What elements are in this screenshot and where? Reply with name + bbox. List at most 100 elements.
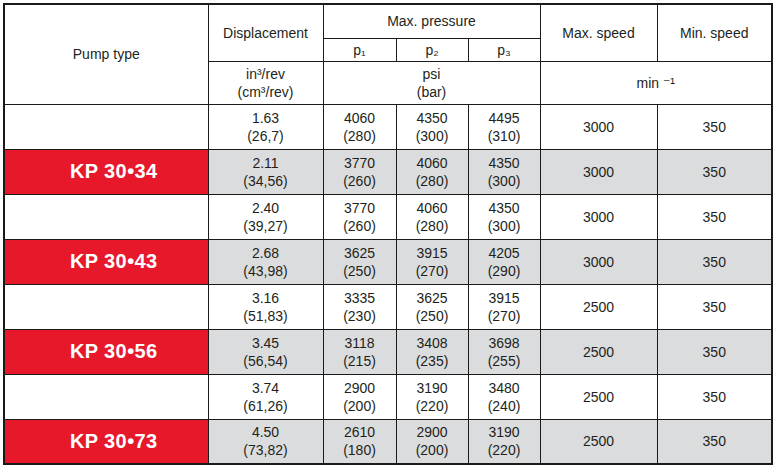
p2-bar-value: (250)	[397, 307, 468, 325]
p1-cell: 3625 (250)	[323, 239, 396, 284]
p1-cell: 2900 (200)	[323, 374, 396, 419]
pump-type-label: KP 30•34	[5, 160, 208, 183]
max-speed-value: 2500	[541, 388, 657, 406]
pump-type-label: KP 30•51	[5, 295, 208, 318]
min-speed-value: 350	[658, 298, 772, 316]
max-speed-cell: 2500	[540, 419, 657, 464]
header-max-speed: Max. speed	[540, 4, 657, 61]
max-speed-cell: 2500	[540, 374, 657, 419]
pump-type-cell: KP 30•56	[4, 329, 208, 374]
p1-bar-value: (180)	[324, 441, 396, 459]
p1-bar-value: (260)	[324, 217, 396, 235]
p2-cell: 4060 (280)	[396, 149, 468, 194]
table-header: Pump type Displacement Max. pressure Max…	[4, 4, 772, 104]
p2-cell: 4350 (300)	[396, 104, 468, 149]
table-row: KP 30•38 2.40 (39,27) 3770 (260) 4060 (2…	[4, 194, 772, 239]
p3-bar-value: (300)	[469, 217, 540, 235]
p1-psi-value: 3625	[324, 244, 396, 262]
p3-psi-value: 4350	[469, 154, 540, 172]
unit-pressure-bar: (bar)	[324, 83, 540, 101]
p3-psi-value: 3480	[469, 379, 540, 397]
p3-psi-value: 3698	[469, 334, 540, 352]
p2-psi-value: 3625	[397, 289, 468, 307]
p2-psi-value: 3408	[397, 334, 468, 352]
pump-type-cell: KP 30•27	[4, 104, 208, 149]
min-speed-value: 350	[658, 388, 772, 406]
p1-cell: 3770 (260)	[323, 149, 396, 194]
p1-cell: 3770 (260)	[323, 194, 396, 239]
max-speed-value: 2500	[541, 298, 657, 316]
p2-bar-value: (235)	[397, 352, 468, 370]
p2-cell: 3408 (235)	[396, 329, 468, 374]
unit-pressure-psi: psi	[324, 65, 540, 83]
displacement-cm3-value: (26,7)	[209, 127, 323, 145]
displacement-cell: 2.11 (34,56)	[208, 149, 323, 194]
min-speed-cell: 350	[657, 104, 772, 149]
pump-type-cell: KP 30•34	[4, 149, 208, 194]
p1-cell: 2610 (180)	[323, 419, 396, 464]
pump-type-cell: KP 30•73	[4, 419, 208, 464]
displacement-cm3-value: (61,26)	[209, 397, 323, 415]
p3-bar-value: (270)	[469, 307, 540, 325]
displacement-in3-value: 2.68	[209, 244, 323, 262]
displacement-cell: 3.45 (56,54)	[208, 329, 323, 374]
p2-psi-value: 4060	[397, 154, 468, 172]
displacement-in3-value: 3.45	[209, 334, 323, 352]
pump-type-label: KP 30•38	[5, 205, 208, 228]
displacement-cell: 4.50 (73,82)	[208, 419, 323, 464]
p2-cell: 3625 (250)	[396, 284, 468, 329]
p1-psi-value: 4060	[324, 109, 396, 127]
pump-type-label: KP 30•43	[5, 250, 208, 273]
p3-cell: 3480 (240)	[468, 374, 540, 419]
max-speed-value: 3000	[541, 253, 657, 271]
p3-psi-value: 4205	[469, 244, 540, 262]
max-speed-value: 3000	[541, 118, 657, 136]
p1-cell: 4060 (280)	[323, 104, 396, 149]
displacement-in3-value: 2.40	[209, 199, 323, 217]
displacement-cell: 1.63 (26,7)	[208, 104, 323, 149]
min-speed-value: 350	[658, 343, 772, 361]
min-speed-cell: 350	[657, 374, 772, 419]
max-speed-cell: 3000	[540, 149, 657, 194]
header-p1: p₁	[323, 38, 396, 61]
header-p3: p₃	[468, 38, 540, 61]
header-max-pressure: Max. pressure	[323, 4, 540, 38]
p2-bar-value: (280)	[397, 172, 468, 190]
table-row: KP 30•73 4.50 (73,82) 2610 (180) 2900 (2…	[4, 419, 772, 464]
unit-pressure-cell: psi (bar)	[323, 61, 540, 104]
displacement-in3-value: 3.16	[209, 289, 323, 307]
p2-cell: 3915 (270)	[396, 239, 468, 284]
p3-cell: 4495 (310)	[468, 104, 540, 149]
p2-cell: 2900 (200)	[396, 419, 468, 464]
p2-psi-value: 3915	[397, 244, 468, 262]
displacement-cm3-value: (73,82)	[209, 441, 323, 459]
max-speed-value: 3000	[541, 208, 657, 226]
min-speed-value: 350	[658, 208, 772, 226]
displacement-cell: 3.74 (61,26)	[208, 374, 323, 419]
min-speed-cell: 350	[657, 329, 772, 374]
p1-psi-value: 3335	[324, 289, 396, 307]
p1-cell: 3118 (215)	[323, 329, 396, 374]
max-speed-cell: 3000	[540, 194, 657, 239]
max-speed-value: 3000	[541, 163, 657, 181]
pump-type-label: KP 30•56	[5, 340, 208, 363]
header-min-speed: Min. speed	[657, 4, 772, 61]
pump-type-cell: KP 30•51	[4, 284, 208, 329]
p2-cell: 3190 (220)	[396, 374, 468, 419]
unit-displacement-cell: in³/rev (cm³/rev)	[208, 61, 323, 104]
displacement-cm3-value: (56,54)	[209, 352, 323, 370]
header-pump-type: Pump type	[4, 4, 208, 104]
displacement-cm3-value: (43,98)	[209, 262, 323, 280]
pump-type-cell: KP 30•43	[4, 239, 208, 284]
p2-psi-value: 4350	[397, 109, 468, 127]
p1-bar-value: (250)	[324, 262, 396, 280]
p2-bar-value: (270)	[397, 262, 468, 280]
table-row: KP 30•61 3.74 (61,26) 2900 (200) 3190 (2…	[4, 374, 772, 419]
p1-psi-value: 3118	[324, 334, 396, 352]
p1-bar-value: (200)	[324, 397, 396, 415]
max-speed-value: 2500	[541, 432, 657, 450]
p3-bar-value: (255)	[469, 352, 540, 370]
header-p2: p₂	[396, 38, 468, 61]
table-row: KP 30•43 2.68 (43,98) 3625 (250) 3915 (2…	[4, 239, 772, 284]
p1-psi-value: 2610	[324, 423, 396, 441]
